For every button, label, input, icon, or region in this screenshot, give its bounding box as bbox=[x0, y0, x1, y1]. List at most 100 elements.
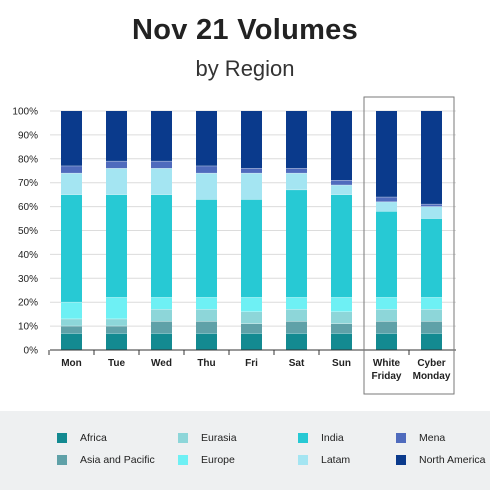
bar-segment bbox=[376, 201, 397, 212]
bar-segment bbox=[421, 321, 442, 334]
bar-segment bbox=[376, 321, 397, 334]
bar-segment bbox=[286, 309, 307, 322]
bar-segment bbox=[61, 173, 82, 195]
legend-swatch bbox=[178, 433, 188, 443]
bar-segment bbox=[421, 333, 442, 350]
bar-segment bbox=[106, 318, 127, 327]
bar-segment bbox=[286, 173, 307, 190]
legend-label: India bbox=[321, 432, 344, 444]
stacked-bar-chart: 0% 10% 20% 30% 40% 50% 60% 70% 80% 90% 100% Mon Tue W… bbox=[12, 96, 456, 395]
bar-segment bbox=[196, 321, 217, 334]
y-tick-label: 10% bbox=[18, 322, 38, 333]
legend-label: Eurasia bbox=[201, 432, 237, 444]
x-tick-label: Thu bbox=[197, 358, 215, 369]
bar-segment bbox=[421, 206, 442, 219]
bar-segment bbox=[151, 194, 172, 298]
bar-segment bbox=[106, 333, 127, 350]
bar-segment bbox=[106, 168, 127, 195]
x-tick-label: Sat bbox=[289, 358, 305, 369]
bar-segment bbox=[376, 211, 397, 298]
legend-swatch bbox=[298, 433, 308, 443]
bar-segment bbox=[331, 323, 352, 334]
chart-subtitle: by Region bbox=[195, 56, 295, 81]
bar-segment bbox=[61, 333, 82, 350]
x-tick-label: White bbox=[373, 358, 401, 369]
bar-segment bbox=[151, 111, 172, 162]
legend-label: North America bbox=[419, 454, 486, 466]
y-tick-label: 90% bbox=[18, 130, 38, 141]
legend-swatch bbox=[396, 455, 406, 465]
bar-segment bbox=[196, 199, 217, 298]
bar-segment bbox=[331, 180, 352, 186]
x-tick-label: Mon bbox=[61, 358, 82, 369]
legend-swatch bbox=[178, 455, 188, 465]
bar-segment bbox=[196, 309, 217, 322]
bar-segment bbox=[241, 311, 262, 324]
bar-segment bbox=[241, 323, 262, 334]
bar-segment bbox=[196, 297, 217, 310]
legend-label: Asia and Pacific bbox=[80, 454, 155, 466]
bar-segment bbox=[241, 173, 262, 200]
bar-segment bbox=[196, 333, 217, 350]
bar-segment bbox=[331, 333, 352, 350]
legend-item: Europe bbox=[178, 454, 235, 466]
chart-title: Nov 21 Volumes bbox=[131, 14, 359, 46]
bar-segment bbox=[151, 309, 172, 322]
y-tick-label: 0% bbox=[24, 346, 39, 357]
bar-segment bbox=[196, 111, 217, 166]
bar-segment bbox=[106, 111, 127, 162]
bar-segment bbox=[196, 165, 217, 174]
bar-segment bbox=[151, 161, 172, 169]
bar-segment bbox=[151, 168, 172, 195]
legend-item: Mena bbox=[396, 432, 445, 444]
legend-swatch bbox=[298, 455, 308, 465]
bar-segment bbox=[106, 297, 127, 319]
y-tick-label: 20% bbox=[18, 298, 38, 309]
bar-segment bbox=[331, 111, 352, 181]
bar-segment bbox=[376, 309, 397, 322]
bar-segment bbox=[376, 111, 397, 198]
bar-segment bbox=[241, 199, 262, 298]
bar-segment bbox=[61, 318, 82, 327]
highlight-box bbox=[363, 96, 455, 395]
y-tick-label: 100% bbox=[12, 107, 38, 118]
bar-segment bbox=[376, 333, 397, 350]
legend-item: Eurasia bbox=[178, 432, 237, 444]
y-tick-label: 40% bbox=[18, 250, 38, 261]
y-tick-label: 50% bbox=[18, 226, 38, 237]
bar-segment bbox=[286, 297, 307, 310]
bar-segment bbox=[151, 333, 172, 350]
x-tick-label: Tue bbox=[108, 358, 125, 369]
bar-segment bbox=[106, 161, 127, 169]
legend-item: North America bbox=[396, 454, 486, 466]
bar-segment bbox=[241, 168, 262, 174]
legend-label: Africa bbox=[80, 432, 107, 444]
legend-label: Latam bbox=[321, 454, 351, 466]
bar-segment bbox=[421, 218, 442, 298]
y-tick-label: 60% bbox=[18, 202, 38, 213]
legend: Africa Eurasia India Mena Asia and Pacific Eu… bbox=[0, 411, 490, 490]
bar-segment bbox=[61, 302, 82, 319]
bar-segment bbox=[286, 189, 307, 298]
legend-item: Africa bbox=[57, 432, 107, 444]
legend-swatch bbox=[396, 433, 406, 443]
bar-segment bbox=[331, 297, 352, 312]
bar-segment bbox=[331, 194, 352, 298]
x-tick-label: Monday bbox=[413, 371, 451, 382]
bar-segment bbox=[286, 168, 307, 174]
x-tick-label: Fri bbox=[245, 358, 258, 369]
bar-segment bbox=[376, 197, 397, 202]
legend-label: Mena bbox=[419, 432, 446, 444]
bar-segment bbox=[331, 311, 352, 324]
bar-segment bbox=[151, 297, 172, 310]
x-tick-label: Friday bbox=[371, 371, 401, 382]
bar-segment bbox=[421, 204, 442, 207]
bar-segment bbox=[106, 326, 127, 334]
legend-item: India bbox=[298, 432, 344, 444]
bar-segment bbox=[241, 297, 262, 312]
bar-segment bbox=[331, 185, 352, 195]
bar-segment bbox=[286, 111, 307, 169]
legend-swatch bbox=[57, 455, 67, 465]
bar-segment bbox=[421, 297, 442, 310]
bar-segment bbox=[61, 111, 82, 166]
